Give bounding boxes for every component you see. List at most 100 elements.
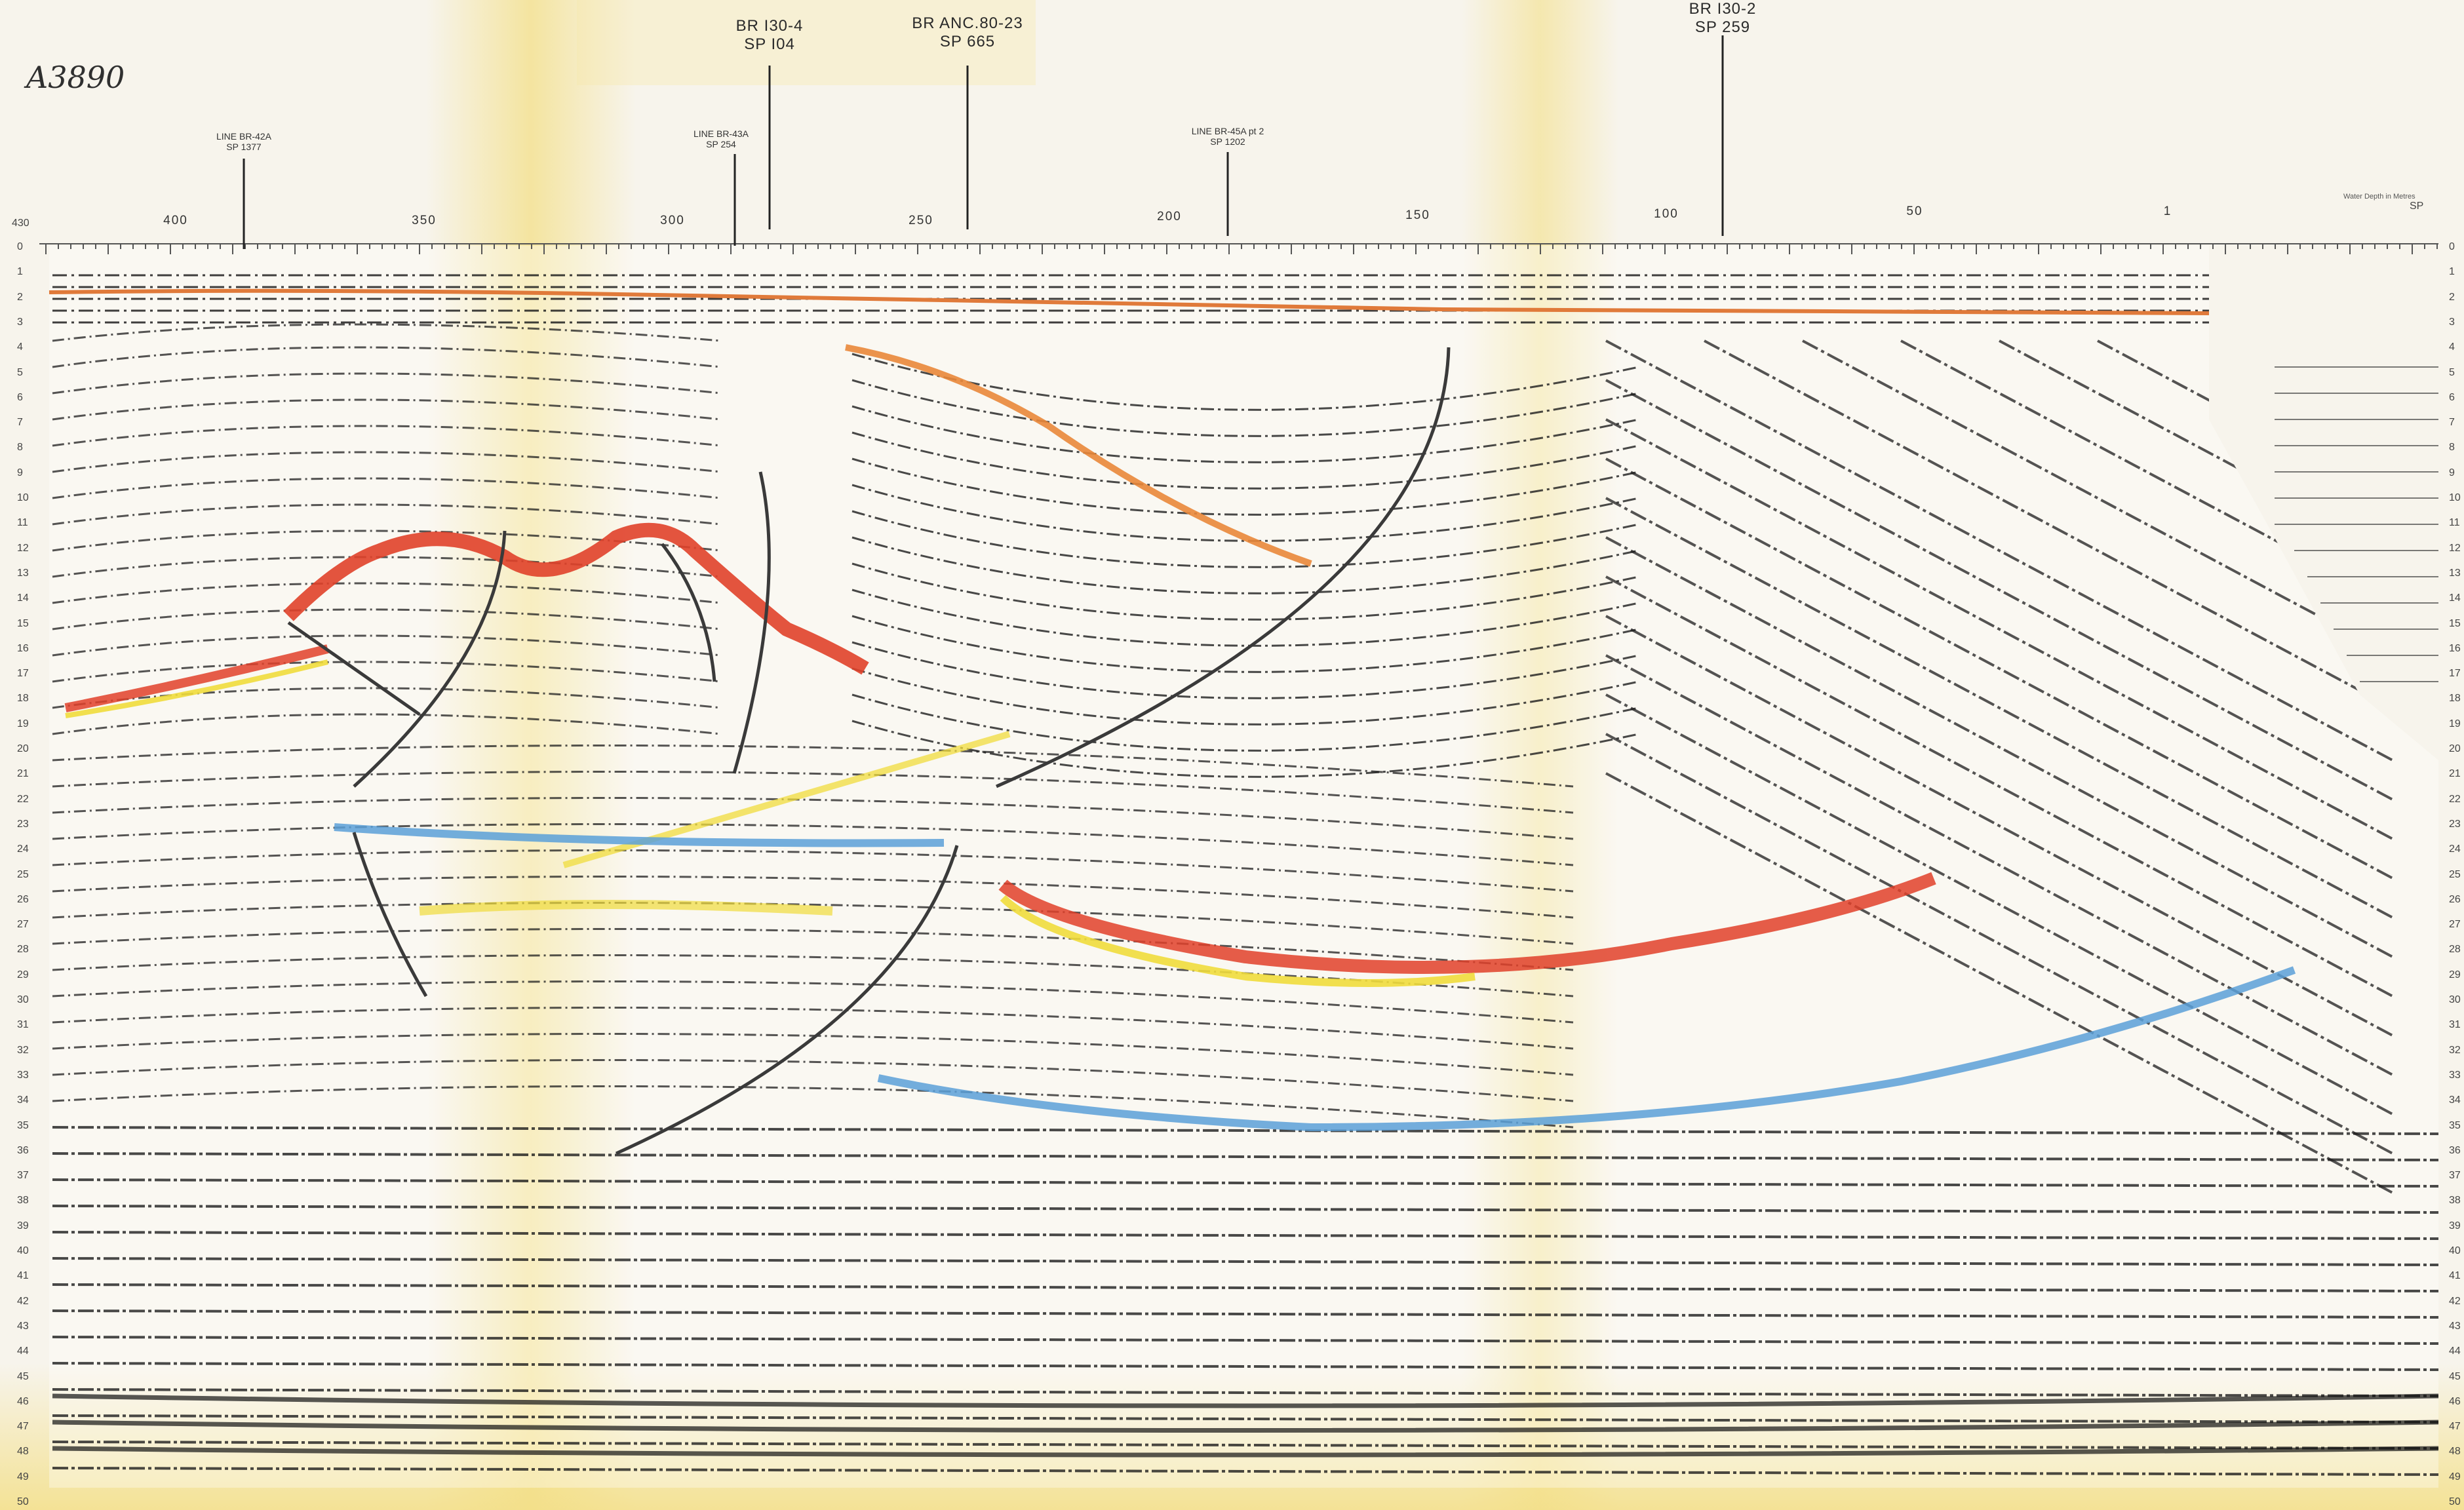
paper-stain-top [577,0,1036,85]
time-label: 38 [2449,1195,2461,1207]
time-label: 33 [2449,1069,2461,1081]
section-body [49,246,2438,1488]
line-tie-name: LINE BR-43A [693,128,749,139]
time-label: 6 [2449,391,2455,403]
time-label: 32 [2449,1044,2461,1056]
time-label: 9 [2449,467,2455,478]
reflections-dipping-right [1605,339,2393,1194]
time-label: 43 [2449,1320,2461,1332]
time-label: 1 [2449,266,2455,278]
horizon-blue-upper [334,823,945,847]
time-label: 22 [2449,793,2461,805]
time-label: 10 [17,492,29,503]
reflection-traces [52,274,2438,1476]
time-label: 20 [17,743,29,754]
interpreted-horizons [64,344,2296,1132]
time-label: 3 [17,316,23,328]
interpreted-faults [287,347,1451,1155]
time-label: 45 [17,1370,29,1382]
horizon-orange-syncline [845,344,1312,567]
horizon-yellow-flank [65,659,328,718]
horizon-yellow-deep [419,900,833,916]
time-label: 47 [17,1421,29,1433]
well-sp: SP 259 [1694,18,1751,36]
time-label: 2 [17,291,23,303]
water-depth-note: Water Depth in Metres [2343,193,2415,201]
time-label: 12 [2449,542,2461,554]
time-label: 40 [17,1245,29,1256]
time-label: 24 [17,843,29,855]
time-label: 29 [17,969,29,980]
time-label: 26 [17,893,29,905]
time-label: 49 [17,1471,29,1482]
time-label: 5 [17,366,23,378]
time-label: 19 [2449,718,2461,729]
time-label: 6 [17,391,23,403]
reflections-left-basin [52,323,722,735]
well-name: BR I30-4 [735,17,804,35]
time-label: 32 [17,1044,29,1056]
time-label: 22 [17,793,29,805]
horizon-yellow-basin [1000,895,1476,987]
shotpoint-label: 250 [909,214,933,227]
time-label: 33 [17,1069,29,1081]
right-margin-lines [2275,366,2438,682]
fault-4 [732,471,771,774]
time-label: 10 [2449,492,2461,503]
time-label: 50 [17,1496,29,1507]
shotpoint-label: 100 [1654,207,1679,221]
time-label: 12 [17,542,29,554]
time-label: 41 [17,1270,29,1282]
time-label: 46 [17,1395,29,1407]
reflections-strong-bottom [52,1393,2438,1458]
time-label: 14 [2449,592,2461,604]
time-label: 8 [2449,442,2455,454]
paper-stain-left [426,0,636,1510]
time-label: 31 [17,1019,29,1031]
line-tie-sp: SP 1202 [1210,136,1245,147]
fault-7 [352,832,428,997]
time-label: 27 [17,919,29,931]
line-tie-sp: SP 1377 [226,142,262,153]
time-label: 48 [17,1446,29,1458]
line-tie-label-42a: LINE BR-42A SP 1377 [205,131,283,152]
shotpoint-start-label: 430 [12,218,29,229]
time-label: 28 [2449,944,2461,956]
fault-6 [615,845,959,1155]
handwritten-id: A3890 [26,60,125,95]
well-name: BR ANC.80-23 [912,14,1023,32]
time-label: 29 [2449,969,2461,980]
blank-wedge [2216,246,2438,416]
time-label: 39 [17,1220,29,1231]
shotpoint-label: 300 [660,214,685,227]
time-label: 37 [2449,1170,2461,1182]
time-label: 0 [2449,241,2455,252]
fault-5 [995,347,1451,788]
time-label: 21 [17,768,29,780]
line-tie-name: LINE BR-42A [216,131,272,142]
horizon-red-flank [64,644,329,712]
time-label: 40 [2449,1245,2461,1256]
horizon-yellow-rising [562,731,1011,868]
time-label: 25 [2449,868,2461,880]
time-label: 11 [2449,517,2460,529]
time-label: 44 [2449,1345,2461,1357]
time-label: 13 [2449,567,2461,579]
time-label: 37 [17,1170,29,1182]
well-markers [243,35,1724,249]
line-tie-label-43a: LINE BR-43A SP 254 [682,128,760,149]
time-label: 23 [2449,818,2461,830]
shotpoint-label: 1 [2163,204,2172,218]
time-label: 9 [17,467,23,478]
time-label: 18 [17,693,29,705]
time-label: 34 [17,1094,29,1106]
time-label: 26 [2449,893,2461,905]
time-label: 17 [2449,668,2461,680]
well-label-br130-4: BR I30-4 SP I04 [730,17,809,53]
time-label: 27 [2449,919,2461,931]
time-label: 46 [2449,1395,2461,1407]
time-label: 47 [2449,1421,2461,1433]
fault-1 [287,621,421,716]
shotpoint-label: 50 [1906,204,1923,218]
